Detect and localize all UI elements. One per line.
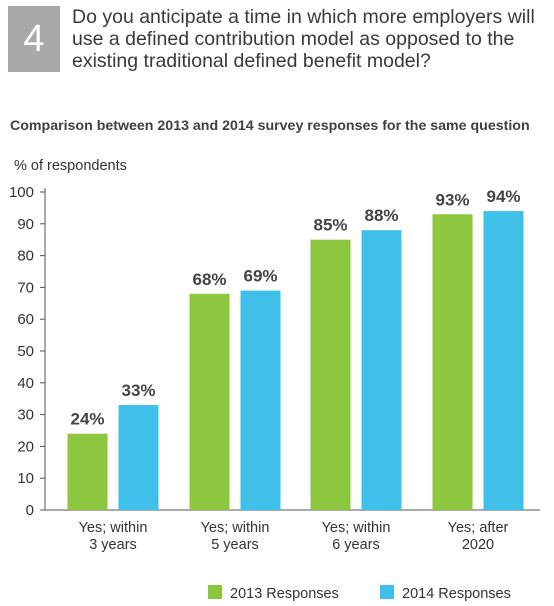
bar-2014	[483, 211, 524, 510]
y-tick-label: 20	[17, 438, 34, 455]
bar-value-label: 69%	[243, 267, 277, 286]
y-tick-label: 10	[17, 470, 34, 487]
legend-swatch	[380, 585, 394, 599]
bar-2013	[67, 433, 108, 510]
x-tick-label: 5 years	[211, 537, 259, 553]
bar-value-label: 85%	[313, 216, 347, 235]
y-tick-label: 90	[17, 216, 34, 233]
x-tick-label: 6 years	[332, 537, 380, 553]
question-text: Do you anticipate a time in which more e…	[72, 6, 535, 72]
bar-value-label: 68%	[192, 270, 226, 289]
legend-swatch	[208, 585, 222, 599]
bar-2013	[310, 239, 351, 510]
bar-value-label: 93%	[435, 190, 469, 209]
y-axis-title: % of respondents	[14, 158, 127, 174]
chart-subtitle: Comparison between 2013 and 2014 survey …	[10, 118, 530, 134]
y-tick-label: 80	[17, 248, 34, 265]
x-tick-label: 2020	[462, 537, 494, 553]
y-tick-label: 100	[9, 184, 34, 201]
question-number: 4	[8, 6, 60, 72]
bar-2014	[118, 405, 159, 510]
bar-2013	[432, 214, 473, 510]
y-tick-label: 0	[26, 502, 34, 519]
legend-label: 2013 Responses	[230, 586, 339, 602]
x-tick-label: Yes; after	[448, 520, 509, 536]
bar-2014	[361, 230, 402, 510]
bar-value-label: 88%	[364, 206, 398, 225]
bar-2013	[189, 293, 230, 510]
y-tick-label: 60	[17, 311, 34, 328]
x-tick-label: Yes; within	[79, 520, 148, 536]
bar-value-label: 94%	[486, 187, 520, 206]
x-tick-label: 3 years	[89, 537, 137, 553]
bar-value-label: 24%	[70, 410, 104, 429]
y-tick-label: 30	[17, 407, 34, 424]
bar-2014	[240, 290, 281, 510]
y-tick-label: 50	[17, 343, 34, 360]
x-tick-label: Yes; within	[322, 520, 391, 536]
y-tick-label: 40	[17, 375, 34, 392]
y-tick-label: 70	[17, 279, 34, 296]
legend-label: 2014 Responses	[402, 586, 511, 602]
bar-value-label: 33%	[121, 381, 155, 400]
x-tick-label: Yes; within	[201, 520, 270, 536]
